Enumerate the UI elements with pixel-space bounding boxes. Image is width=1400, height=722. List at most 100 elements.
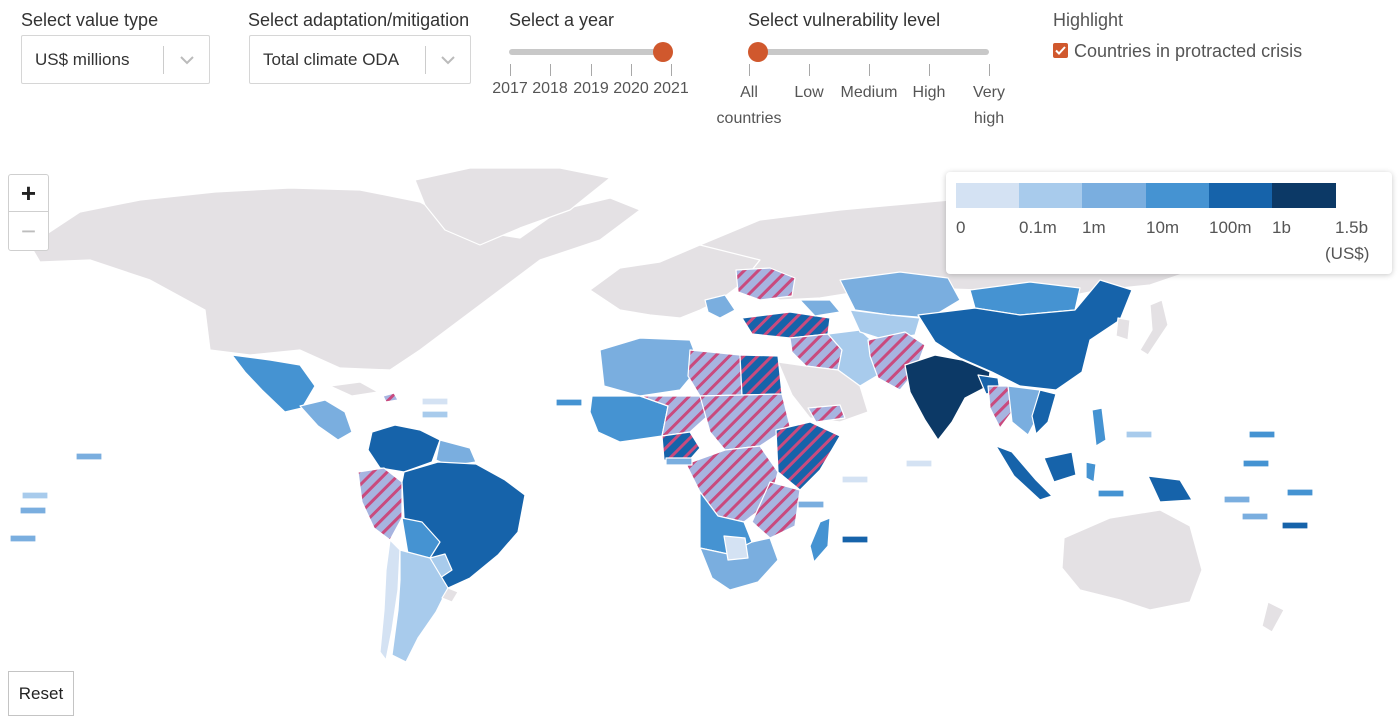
island-gulf-guinea[interactable] [665,457,693,466]
vulnerability-slider-thumb[interactable] [748,42,768,62]
china[interactable] [917,279,1133,391]
island-caribbean-1[interactable] [421,397,449,406]
vulnerability-tick-label[interactable]: All countries [716,84,782,127]
egypt[interactable] [739,354,783,396]
island-samoa[interactable] [1286,488,1314,497]
legend-label: 1.5b [1335,218,1369,237]
madagascar[interactable] [809,517,831,563]
reset-button[interactable]: Reset [8,671,74,716]
island-cabo-verde[interactable] [555,398,583,407]
legend-label: 1b [1272,218,1291,237]
legend-swatch [956,183,1020,208]
island-vanuatu[interactable] [1241,512,1269,521]
highlight-title: Highlight [1053,10,1124,30]
year-title: Select a year [509,10,615,30]
vulnerability-tick-label[interactable]: Very high [972,84,1006,127]
island-marshall[interactable] [1248,430,1276,439]
island-timor[interactable] [1097,489,1125,498]
myanmar[interactable] [987,385,1013,429]
vietnam[interactable] [1031,389,1057,435]
legend-swatch [1146,183,1210,208]
balkans[interactable] [704,294,736,319]
year-tick-label[interactable]: 2021 [653,80,689,97]
island-seychelles[interactable] [841,475,869,484]
island-pacific-4[interactable] [9,534,37,543]
island-kiribati[interactable] [1242,459,1270,468]
vulnerability-tick-label[interactable]: High [912,84,946,101]
zoom-in-button[interactable]: + [9,175,48,212]
botswana[interactable] [723,535,749,561]
japan[interactable] [1139,299,1169,356]
borneo[interactable] [1043,451,1077,483]
india[interactable] [904,354,991,441]
island-solomon[interactable] [1223,495,1251,504]
colombia-venezuela[interactable] [367,424,441,473]
philippines[interactable] [1091,407,1107,447]
adaptation-select[interactable]: Total climate ODA [249,35,471,84]
vulnerability-tick-mark [749,64,750,76]
vulnerability-slider-track[interactable] [749,49,989,55]
value-type-selected: US$ millions [35,50,130,69]
new-zealand[interactable] [1261,601,1285,633]
greenland[interactable] [414,167,611,246]
legend-unit: (US$) [1325,244,1370,263]
haiti[interactable] [382,392,399,403]
australia[interactable] [1061,509,1203,611]
legend-swatch [1019,183,1083,208]
island-pacific-1[interactable] [75,452,103,461]
zoom-controls: + − [8,174,49,251]
vulnerability-tick-mark [809,64,810,76]
morocco-algeria[interactable] [599,337,701,397]
mexico[interactable] [231,354,316,413]
yemen[interactable] [807,404,846,423]
central-america[interactable] [299,399,353,441]
legend-label: 100m [1209,218,1252,237]
value-type-title: Select value type [21,10,159,30]
nigeria[interactable] [661,431,701,465]
caucasus[interactable] [799,299,841,317]
argentina[interactable] [391,549,449,663]
libya[interactable] [687,349,743,397]
island-pacific-2[interactable] [21,491,49,500]
year-tick-label[interactable]: 2018 [532,80,568,97]
year-tick-mark [591,64,592,76]
legend-label: 0 [956,218,966,237]
protracted-crisis-label[interactable]: Countries in protracted crisis [1074,41,1303,61]
vulnerability-tick-label[interactable]: Medium [840,84,898,101]
island-pacific-3[interactable] [19,506,47,515]
vulnerability-tick-label[interactable]: Low [794,84,824,101]
protracted-crisis-checkbox[interactable] [1053,43,1068,58]
year-tick-label[interactable]: 2020 [613,80,649,97]
kenya-tanzania[interactable] [751,481,801,539]
ukraine[interactable] [735,267,796,301]
cuba[interactable] [329,381,379,397]
uruguay[interactable] [441,587,459,603]
value-type-select[interactable]: US$ millions [21,35,210,84]
year-slider-track[interactable] [509,49,669,55]
arabia[interactable] [777,361,869,423]
sumatra[interactable] [995,445,1053,501]
west-africa[interactable] [589,395,669,443]
chevron-down-icon [180,56,194,65]
island-maldives[interactable] [905,459,933,468]
adaptation-title: Select adaptation/mitigation [248,10,470,30]
korea[interactable] [1115,317,1131,341]
island-mauritius[interactable] [841,535,869,544]
year-slider-thumb[interactable] [653,42,673,62]
island-fiji[interactable] [1281,521,1309,530]
chile[interactable] [379,539,401,661]
sulawesi[interactable] [1085,461,1097,483]
ecuador-peru[interactable] [357,467,403,541]
world-map[interactable] [0,150,1400,670]
bolivia[interactable] [401,517,441,559]
island-caribbean-2[interactable] [421,410,449,419]
zoom-out-button[interactable]: − [20,216,37,246]
legend-swatch [1082,183,1146,208]
legend-swatch [1209,183,1273,208]
year-tick-label[interactable]: 2019 [573,80,609,97]
island-comoros[interactable] [797,500,825,509]
island-micronesia[interactable] [1125,430,1153,439]
ethiopia-somalia[interactable] [775,421,841,491]
year-tick-label[interactable]: 2017 [492,80,528,97]
papua[interactable] [1147,475,1193,503]
